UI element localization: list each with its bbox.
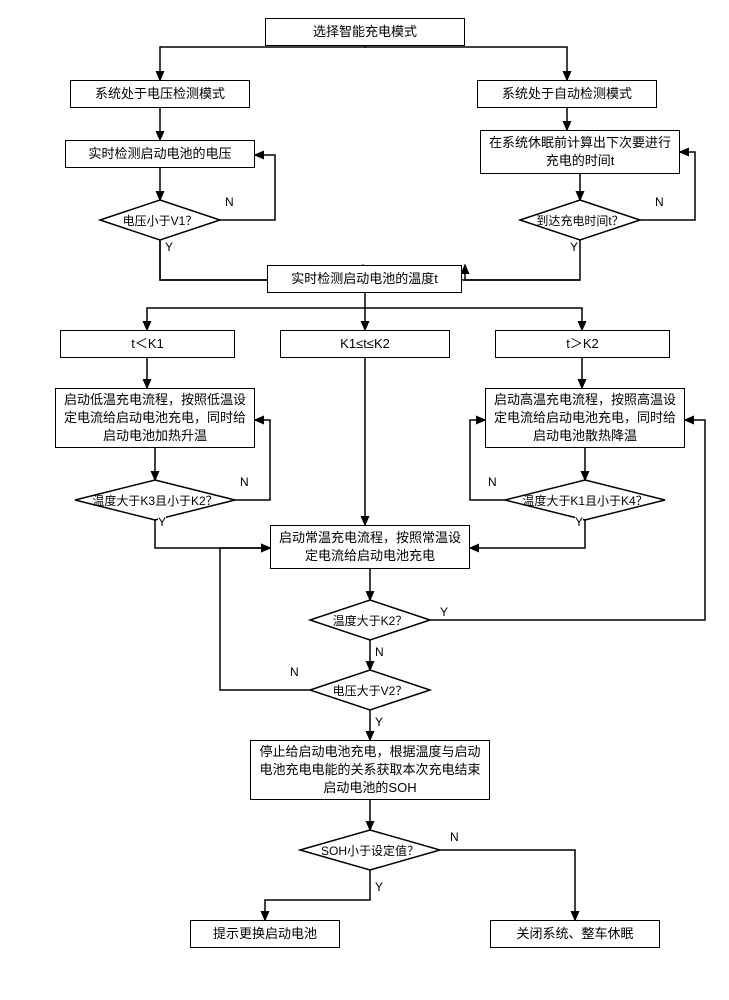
flowchart-container: 选择智能充电模式 系统处于电压检测模式 系统处于自动检测模式 实时检测启动电池的… bbox=[0, 0, 729, 1000]
detect-temp-box: 实时检测启动电池的温度t bbox=[267, 265, 462, 293]
edge-label-sohLt_Y: Y bbox=[375, 880, 383, 894]
edge-label-voltGtV2_Y: Y bbox=[375, 715, 383, 729]
voltage-mode-box: 系统处于电压检测模式 bbox=[70, 80, 250, 108]
calc-time-box: 在系统休眠前计算出下次要进行充电的时间t bbox=[480, 130, 680, 174]
t-k1-k2-box: K1≤t≤K2 bbox=[280, 330, 450, 358]
start-box: 选择智能充电模式 bbox=[265, 18, 465, 46]
normal-temp-box: 启动常温充电流程，按照常温设定电流给启动电池充电 bbox=[270, 525, 470, 569]
replace-box: 提示更换启动电池 bbox=[190, 920, 340, 948]
edge-label-tempK3K2_N: N bbox=[240, 475, 249, 489]
edge-label-tempK3K2_Y: Y bbox=[158, 515, 166, 529]
shutdown-box: 关闭系统、整车休眠 bbox=[490, 920, 660, 948]
low-temp-box: 启动低温充电流程，按照低温设定电流给启动电池充电，同时给启动电池加热升温 bbox=[55, 388, 255, 448]
edge-label-reachT_N: N bbox=[655, 195, 664, 209]
detect-voltage-box: 实时检测启动电池的电压 bbox=[65, 140, 255, 168]
temp-k3-k2-diamond: 温度大于K3且小于K2？ bbox=[75, 492, 235, 509]
edge-label-voltLtV1_N: N bbox=[225, 195, 234, 209]
edge-label-tempK1K4_Y: Y bbox=[575, 515, 583, 529]
edge-label-tempK1K4_N: N bbox=[488, 475, 497, 489]
temp-k1-k4-diamond: 温度大于K1且小于K4？ bbox=[505, 492, 665, 509]
edge-label-reachT_Y: Y bbox=[570, 240, 578, 254]
temp-gt-k2-diamond: 温度大于K2？ bbox=[310, 612, 430, 629]
edge-label-tempGtK2_N: N bbox=[375, 645, 384, 659]
t-gt-k2-box: t＞K2 bbox=[495, 330, 670, 358]
edge-label-voltGtV2_N: N bbox=[290, 665, 299, 679]
auto-mode-box: 系统处于自动检测模式 bbox=[477, 80, 657, 108]
t-lt-k1-box: t＜K1 bbox=[60, 330, 235, 358]
edge-label-voltLtV1_Y: Y bbox=[165, 240, 173, 254]
stop-charge-box: 停止给启动电池充电，根据温度与启动电池充电电能的关系获取本次充电结束启动电池的S… bbox=[250, 740, 490, 800]
high-temp-box: 启动高温充电流程，按照高温设定电流给启动电池充电，同时给启动电池散热降温 bbox=[485, 388, 685, 448]
volt-gt-v2-diamond: 电压大于V2？ bbox=[310, 682, 430, 699]
edge-label-tempGtK2_Y: Y bbox=[440, 605, 448, 619]
edge-label-sohLt_N: N bbox=[450, 830, 459, 844]
soh-lt-diamond: SOH小于设定值？ bbox=[300, 842, 440, 859]
reach-t-diamond: 到达充电时间t？ bbox=[520, 212, 640, 229]
volt-lt-v1-diamond: 电压小于V1？ bbox=[100, 212, 220, 229]
